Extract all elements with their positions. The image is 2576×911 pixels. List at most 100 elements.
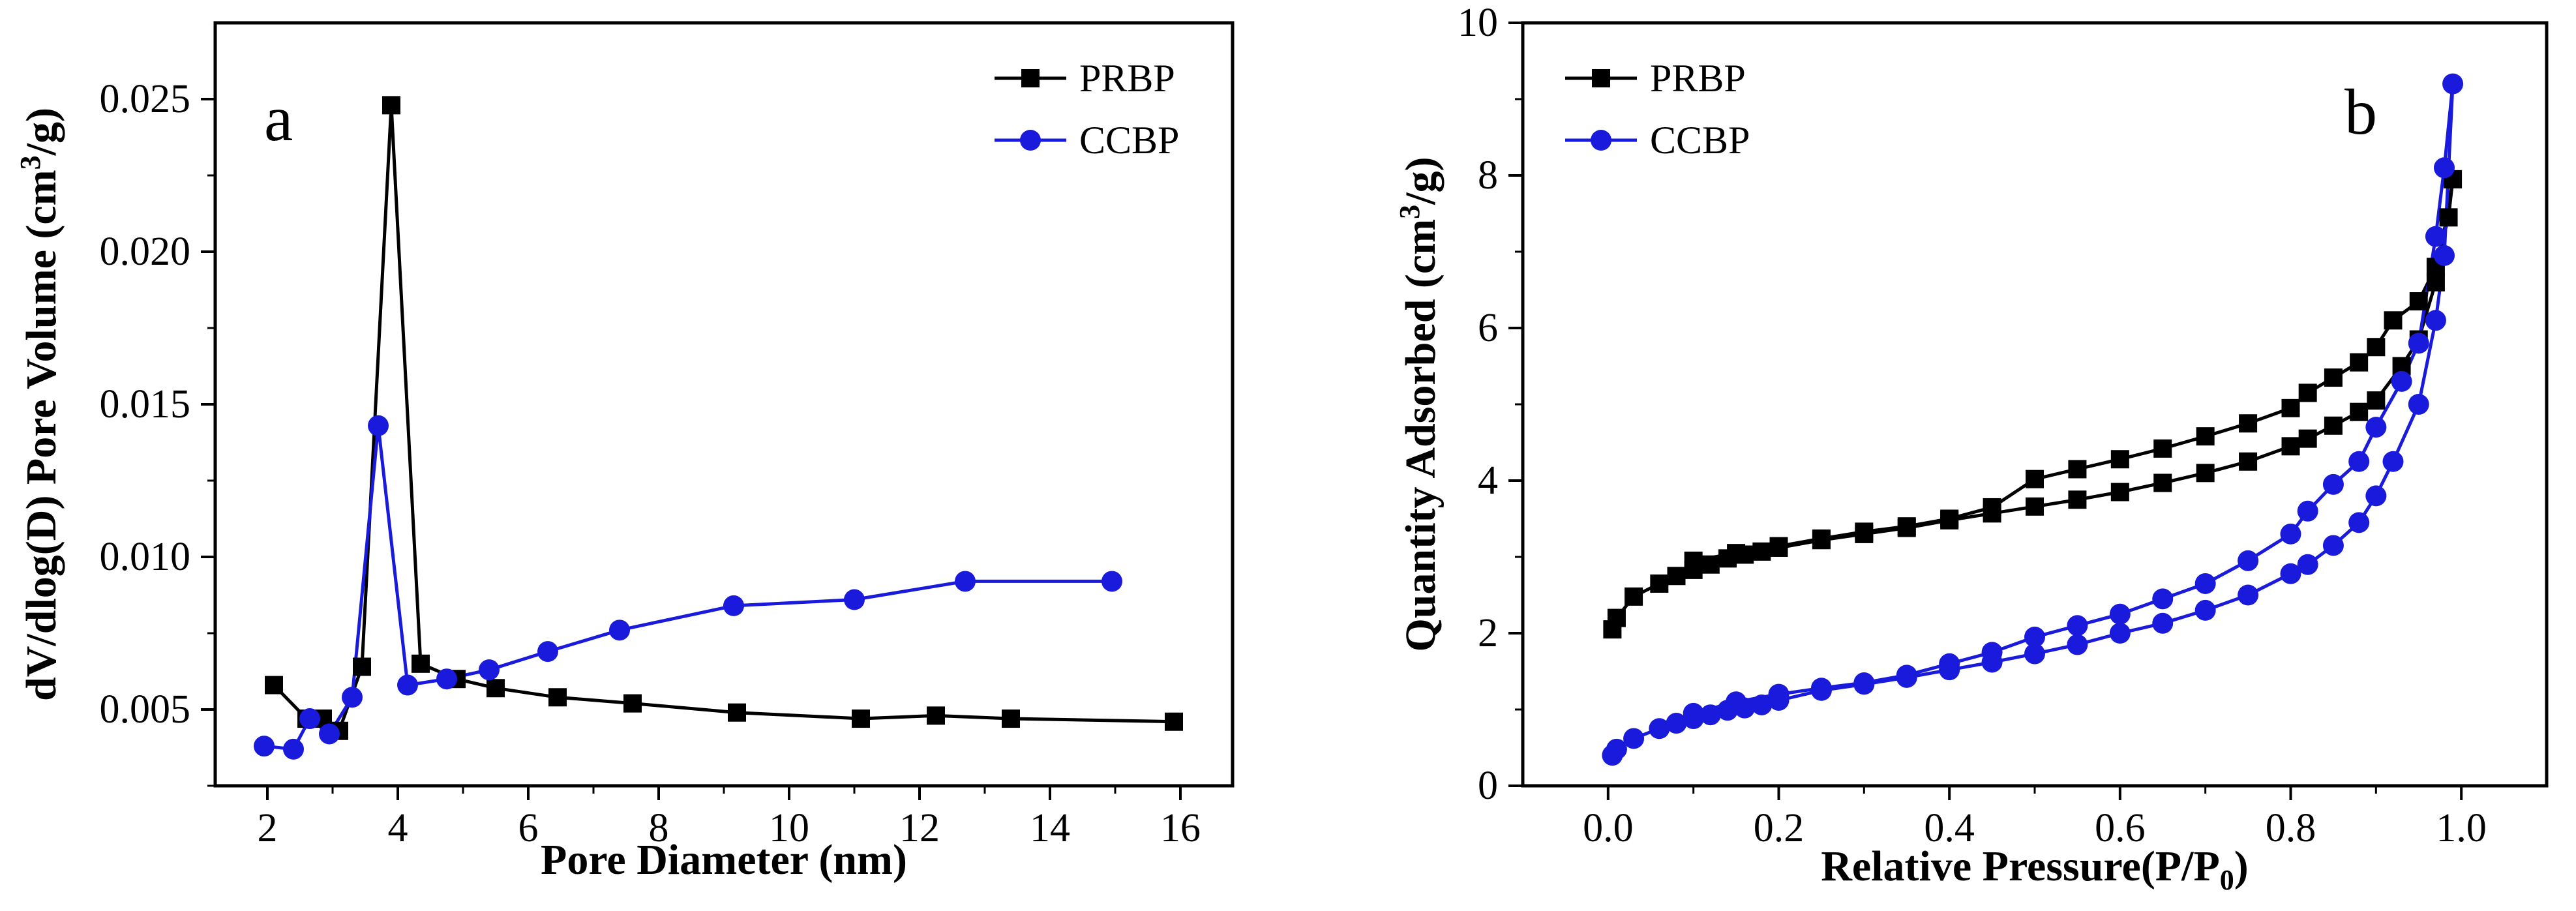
data-point-prbp: [2196, 464, 2215, 483]
panel-a-legend: PRBP CCBP: [995, 57, 1179, 162]
x-tick-label: 10: [769, 806, 809, 850]
data-point-ccbp: [1683, 702, 1704, 724]
data-point-ccbp: [1101, 571, 1122, 592]
data-point-ccbp: [2365, 417, 2387, 438]
data-point-prbp: [1855, 522, 1874, 541]
panel-a-y-axis-title: dV/dlog(D) Pore Volume (cm3/g): [14, 108, 65, 701]
data-point-ccbp: [2152, 588, 2174, 610]
data-point-ccbp: [2280, 563, 2301, 584]
data-point-ccbp: [2194, 599, 2216, 621]
data-point-ccbp: [955, 571, 976, 592]
data-point-ccbp: [2322, 535, 2344, 556]
panel-a-y-title-main: dV/dlog(D) Pore Volume (cm: [18, 170, 65, 701]
data-point-prbp: [1983, 498, 2001, 516]
panel-b-label: b: [2344, 76, 2377, 148]
data-point-ccbp: [2297, 500, 2318, 522]
panel-b-x-title-tail: ): [2234, 843, 2249, 890]
data-point-prbp: [2367, 391, 2386, 410]
data-point-prbp: [1684, 551, 1703, 570]
data-point-prbp: [2426, 273, 2445, 291]
panel-b-legend: PRBP CCBP: [1565, 57, 1750, 162]
x-tick-label: 0.2: [1754, 806, 1805, 850]
data-point-prbp: [1701, 555, 1720, 574]
legend-label-ccbp: CCBP: [1650, 119, 1750, 162]
x-tick-label: 0.6: [2095, 806, 2146, 850]
data-point-prbp: [1165, 712, 1183, 731]
legend-marker-prbp: [1021, 69, 1040, 87]
data-point-prbp: [2439, 208, 2458, 227]
data-point-ccbp: [2109, 603, 2131, 625]
data-point-ccbp: [2442, 73, 2464, 95]
legend-label-ccbp: CCBP: [1079, 119, 1179, 162]
data-point-prbp: [487, 679, 505, 698]
data-point-ccbp: [1981, 642, 2003, 663]
data-point-ccbp: [2109, 623, 2131, 644]
data-point-ccbp: [2408, 333, 2429, 354]
data-point-ccbp: [1649, 718, 1670, 739]
data-point-ccbp: [1606, 738, 1627, 760]
data-point-ccbp: [479, 659, 500, 681]
data-point-prbp: [353, 657, 371, 676]
data-point-prbp: [2110, 450, 2129, 469]
data-point-prbp: [1727, 544, 1746, 563]
data-point-ccbp: [299, 708, 320, 730]
panel-a-y-title-sup: 3: [14, 155, 46, 170]
legend-marker-ccbp: [1020, 130, 1041, 151]
legend-marker-prbp: [1592, 69, 1610, 87]
legend-label-prbp: PRBP: [1079, 57, 1175, 100]
data-point-prbp: [2068, 460, 2087, 479]
data-point-ccbp: [2024, 626, 2045, 648]
panel-b-y-title-sup: 3: [1394, 205, 1426, 219]
data-point-ccbp: [2365, 485, 2387, 507]
data-point-ccbp: [2067, 615, 2088, 636]
data-point-prbp: [728, 703, 746, 722]
data-point-ccbp: [2067, 634, 2088, 655]
data-point-prbp: [1769, 537, 1788, 556]
data-point-ccbp: [2434, 245, 2455, 266]
data-point-prbp: [548, 688, 567, 707]
data-point-prbp: [382, 96, 400, 115]
series-line-prbp: [273, 103, 1175, 733]
data-point-prbp: [1812, 529, 1831, 548]
data-point-prbp: [1752, 542, 1771, 561]
panel-a-y-title-tail: /g): [18, 108, 65, 156]
y-tick-label: 0.010: [100, 535, 191, 579]
data-point-prbp: [2153, 439, 2172, 458]
data-point-ccbp: [254, 736, 275, 757]
data-point-ccbp: [2425, 226, 2446, 247]
panel-a-x-axis-title: Pore Diameter (nm): [541, 836, 907, 884]
data-point-prbp: [2298, 383, 2317, 402]
data-point-prbp: [2324, 368, 2343, 387]
data-point-prbp: [2350, 353, 2369, 372]
legend-marker-ccbp: [1591, 130, 1611, 151]
data-point-prbp: [2239, 452, 2258, 471]
x-tick-label: 0.0: [1583, 806, 1634, 850]
data-point-ccbp: [2425, 310, 2446, 331]
data-point-prbp: [1667, 567, 1686, 586]
y-tick-label: 4: [1478, 458, 1498, 503]
panel-b-y-axis-title: Quantity Adsorbed (cm3/g): [1394, 157, 1445, 651]
data-point-ccbp: [2348, 512, 2370, 533]
data-point-prbp: [2026, 470, 2044, 488]
data-point-ccbp: [609, 620, 630, 641]
x-tick-label: 1.0: [2436, 806, 2487, 850]
data-point-prbp: [1607, 608, 1626, 627]
y-tick-label: 8: [1478, 153, 1498, 198]
data-point-prbp: [2298, 429, 2317, 448]
data-point-ccbp: [283, 738, 304, 760]
data-point-ccbp: [1896, 665, 1917, 686]
panel-b-x-axis-title: Relative Pressure(P/P0): [1821, 843, 2249, 896]
data-point-ccbp: [2238, 584, 2259, 606]
y-tick-label: 2: [1478, 611, 1498, 655]
data-point-prbp: [2409, 292, 2428, 311]
data-point-prbp: [1002, 709, 1020, 728]
data-point-prbp: [2153, 473, 2172, 492]
y-tick-label: 10: [1458, 1, 1498, 45]
y-tick-label: 0.020: [100, 230, 191, 274]
data-point-ccbp: [1939, 653, 1960, 674]
data-point-ccbp: [1666, 713, 1687, 734]
data-point-ccbp: [1623, 728, 1645, 749]
x-tick-label: 0.4: [1924, 806, 1975, 850]
data-point-ccbp: [2391, 370, 2412, 392]
data-point-prbp: [1650, 574, 1669, 593]
